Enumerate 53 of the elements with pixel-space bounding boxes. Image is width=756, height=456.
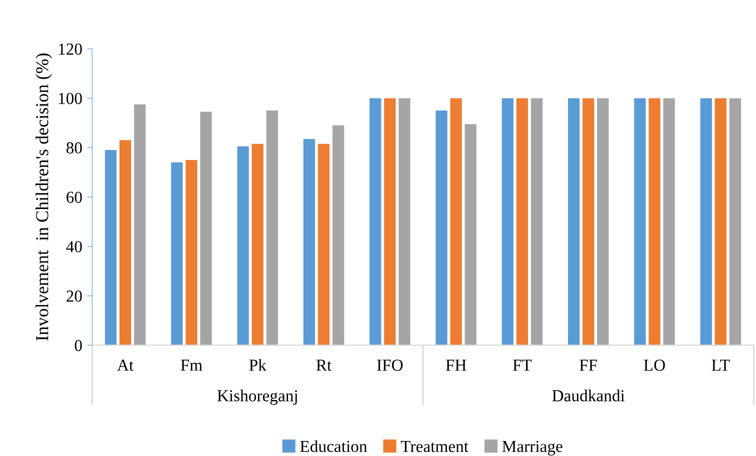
x-tick-label: FH — [446, 360, 466, 371]
y-axis-title: Involvement in Children's decision (%) — [36, 54, 52, 341]
bar — [237, 146, 249, 346]
y-tick-label: 100 — [58, 92, 82, 104]
bar — [303, 138, 316, 346]
bar — [186, 160, 198, 346]
legend-label: Treatment — [400, 440, 468, 452]
bar — [104, 150, 117, 346]
x-tick-label: FF — [580, 360, 598, 371]
bar — [530, 98, 543, 346]
bar — [318, 144, 330, 346]
bar — [370, 98, 382, 346]
y-tick-label: 60 — [66, 192, 82, 203]
bar — [200, 112, 212, 346]
bar — [450, 98, 462, 346]
text: Kishoreganj — [217, 390, 297, 405]
bar — [516, 98, 528, 346]
y-tick-label: 80 — [66, 142, 82, 154]
x-tick-label: FT — [512, 360, 532, 371]
bar — [597, 98, 609, 346]
y-tick-label: 20 — [66, 290, 82, 302]
x-tick-label: LO — [644, 360, 665, 371]
bar — [436, 110, 448, 346]
x-tick-label: IFO — [377, 360, 403, 371]
bar — [648, 98, 660, 346]
bar — [700, 98, 712, 346]
bar — [634, 98, 646, 346]
bar — [384, 98, 396, 346]
bar — [729, 98, 742, 346]
bar — [663, 98, 675, 346]
legend-label: Education — [300, 440, 368, 452]
x-tick-label: Fm — [180, 360, 202, 371]
bar — [171, 162, 183, 346]
legend-label: Marriage — [502, 440, 562, 456]
bar — [464, 124, 476, 346]
bar — [119, 140, 132, 346]
bar — [502, 98, 514, 346]
bar — [134, 104, 146, 346]
bar — [266, 110, 278, 346]
y-tick-label: 40 — [66, 241, 82, 252]
bar — [714, 98, 726, 346]
bar — [332, 125, 344, 346]
text: Daudkandi — [552, 390, 625, 402]
x-tick-label: Rt — [316, 360, 332, 371]
y-tick-label: 120 — [58, 43, 82, 55]
bar — [398, 98, 410, 346]
x-tick-label: Pk — [249, 359, 266, 371]
y-tick-label: 0 — [74, 340, 82, 352]
x-tick-label: LT — [712, 360, 730, 371]
x-tick-label: At — [117, 360, 134, 371]
bar — [252, 144, 264, 346]
bar — [582, 98, 594, 346]
bar — [568, 98, 580, 346]
